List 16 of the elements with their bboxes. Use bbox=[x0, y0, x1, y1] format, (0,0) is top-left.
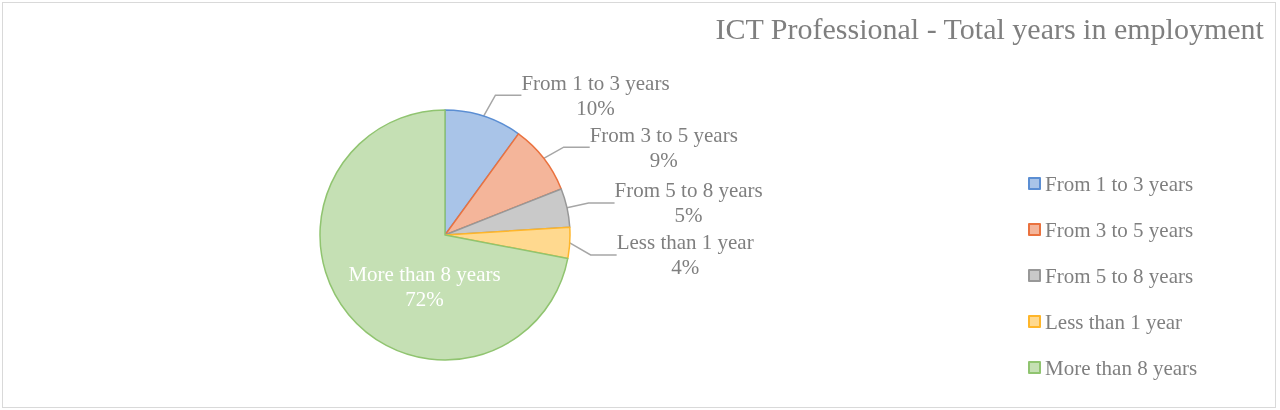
data-label: 5% bbox=[674, 203, 703, 228]
legend-label: Less than 1 year bbox=[1045, 309, 1183, 334]
legend-label: More than 8 years bbox=[1045, 355, 1198, 380]
legend-label: From 1 to 3 years bbox=[1045, 171, 1194, 196]
slice-label: Less than 1 year bbox=[616, 230, 754, 255]
slice-label: From 1 to 3 years bbox=[521, 70, 670, 95]
data-label: 4% bbox=[671, 255, 700, 280]
chart-title: ICT Professional - Total years in employment bbox=[715, 11, 1265, 45]
slice-label: More than 8 years bbox=[348, 262, 501, 287]
slice-label: From 3 to 5 years bbox=[589, 122, 738, 147]
data-label: 9% bbox=[649, 147, 678, 172]
slice-label: From 5 to 8 years bbox=[614, 178, 763, 203]
data-label: 10% bbox=[576, 95, 615, 120]
legend-label: From 3 to 5 years bbox=[1045, 217, 1194, 242]
data-label: 72% bbox=[405, 287, 444, 312]
legend-label: From 5 to 8 years bbox=[1045, 263, 1194, 288]
